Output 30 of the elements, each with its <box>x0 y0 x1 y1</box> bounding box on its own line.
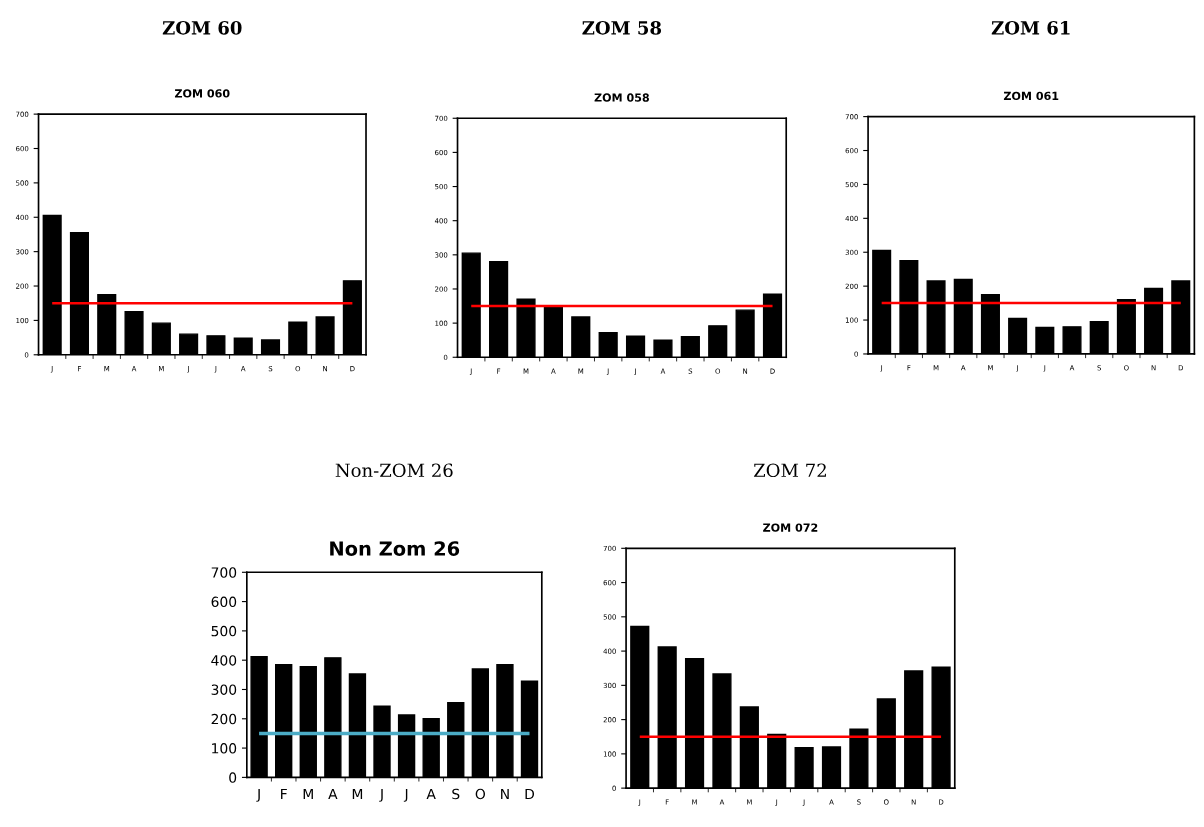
x-tick-label: J <box>379 788 383 802</box>
x-tick-label: N <box>501 788 509 800</box>
chart-title: ZOM 60 <box>162 20 242 35</box>
x-tick-label: A <box>328 788 338 800</box>
y-tick-label: 600 <box>211 596 237 608</box>
x-tick-label: F <box>281 788 287 800</box>
x-tick-label: A <box>426 788 436 800</box>
chart-subtitle: Non Zom 26 <box>330 541 460 556</box>
chart-title: ZOM 72 <box>753 463 826 478</box>
x-tick-label: M <box>352 788 363 800</box>
x-tick-label: O <box>475 788 486 800</box>
chart-subtitle: ZOM 060 <box>174 89 230 98</box>
y-tick-label: 100 <box>212 743 237 754</box>
x-tick-label: S <box>452 788 460 800</box>
y-tick-label: 700 <box>211 567 237 578</box>
chart-title: Non-ZOM 26 <box>335 463 453 478</box>
chart-subtitle: ZOM 072 <box>763 523 818 532</box>
x-tick-label: D <box>525 788 535 800</box>
chart-title: ZOM 61 <box>991 20 1070 35</box>
y-tick-label: 300 <box>211 684 237 695</box>
x-tick-label: M <box>303 788 313 800</box>
chart-title: ZOM 58 <box>582 20 662 35</box>
chart-subtitle: ZOM 061 <box>1003 91 1059 101</box>
y-tick-label: 200 <box>211 713 237 725</box>
y-tick-label: 0 <box>229 772 237 783</box>
y-tick-label: 400 <box>211 655 237 666</box>
chart-subtitle: ZOM 058 <box>594 93 649 102</box>
x-tick-label: J <box>256 788 260 802</box>
y-tick-label: 500 <box>211 625 237 637</box>
x-tick-label: J <box>403 788 408 802</box>
